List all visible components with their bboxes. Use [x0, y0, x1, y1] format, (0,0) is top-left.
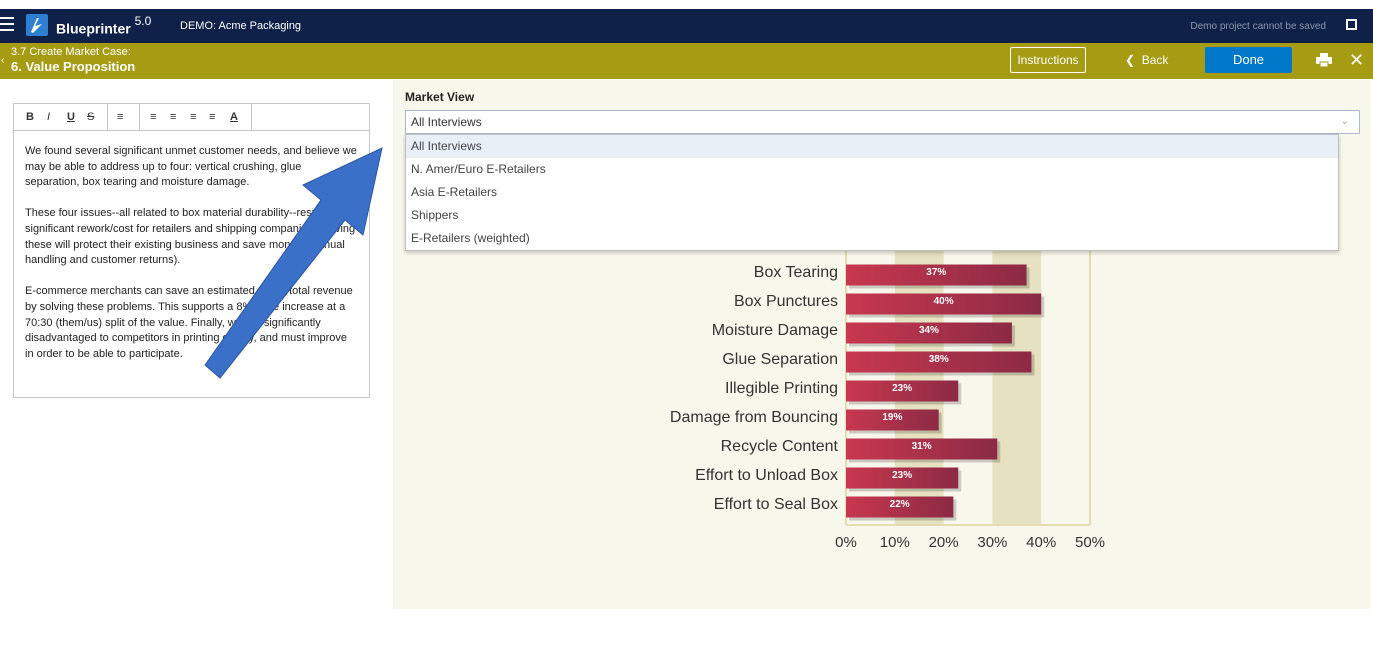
project-name: DEMO: Acme Packaging	[180, 20, 302, 32]
paragraph: We found several significant unmet custo…	[25, 145, 357, 189]
menu-icon[interactable]	[0, 17, 14, 33]
x-tick-label: 0%	[835, 534, 857, 551]
chevron-down-icon: ⌄	[1340, 116, 1349, 127]
data-label: 40%	[934, 296, 954, 307]
market-view-dropdown[interactable]: All Interviews N. Amer/Euro E-Retailers …	[405, 134, 1339, 251]
data-label: 23%	[892, 383, 912, 394]
category-label: Box Tearing	[754, 264, 838, 281]
bar	[846, 409, 939, 431]
x-tick-label: 40%	[1026, 534, 1056, 551]
market-view-label: Market View	[405, 90, 475, 104]
demo-note: Demo project cannot be saved	[1190, 21, 1326, 32]
bullet-list-icon[interactable]: ≡	[150, 111, 157, 123]
back-button[interactable]: ❮ Back	[1125, 47, 1185, 73]
dropdown-option[interactable]: Asia E-Retailers	[411, 185, 498, 199]
text-color-icon[interactable]: A	[230, 111, 238, 123]
category-label: Effort to Unload Box	[695, 467, 838, 484]
numbered-list-icon[interactable]: ≡	[170, 111, 177, 123]
align-left-icon[interactable]: ≡	[117, 111, 124, 123]
data-label: 34%	[919, 325, 939, 336]
dropdown-option[interactable]: Shippers	[411, 208, 459, 222]
underline-button[interactable]: U	[67, 111, 75, 123]
toolbar-divider	[251, 104, 252, 130]
bar	[846, 264, 1027, 286]
chevron-left-icon: ❮	[1125, 53, 1142, 67]
bar	[846, 351, 1032, 373]
bar	[846, 438, 998, 460]
done-button[interactable]: Done	[1205, 47, 1292, 73]
editor-toolbar: B I U S ≡ ≡ ≡ ≡ ≡ A	[14, 104, 369, 131]
dropdown-option[interactable]: E-Retailers (weighted)	[411, 231, 530, 245]
bar-chart: Box Tearing 37% Box Punctures 40% Moisture D…	[670, 250, 1105, 551]
breadcrumb: 3.7 Create Market Case:	[11, 46, 131, 58]
toolbar-divider	[139, 104, 140, 130]
x-tick-label: 20%	[929, 534, 959, 551]
category-label: Damage from Bouncing	[670, 409, 838, 426]
category-label: Effort to Seal Box	[714, 496, 838, 513]
x-tick-label: 30%	[977, 534, 1007, 551]
chevron-left-icon[interactable]: ‹	[1, 55, 5, 66]
data-label: 22%	[890, 499, 910, 510]
callout-arrow	[204, 147, 383, 379]
instructions-button[interactable]: Instructions	[1010, 47, 1086, 73]
italic-button[interactable]: I	[47, 111, 51, 123]
selected-value: All Interviews	[411, 115, 482, 129]
x-tick-label: 10%	[880, 534, 910, 551]
page-title: 6. Value Proposition	[11, 59, 136, 74]
dropdown-option[interactable]: N. Amer/Euro E-Retailers	[411, 162, 546, 176]
brand-name: Blueprinter 5.0	[56, 14, 152, 37]
close-icon[interactable]: ✕	[1349, 50, 1365, 70]
shaded-band	[992, 250, 1042, 525]
category-label: Glue Separation	[722, 351, 838, 368]
data-label: 19%	[882, 412, 902, 423]
editor-content[interactable]: We found several significant unmet custo…	[14, 131, 369, 362]
category-label: Recycle Content	[721, 438, 839, 455]
data-label: 37%	[926, 267, 946, 278]
category-label: Illegible Printing	[725, 380, 838, 397]
dropdown-option[interactable]: All Interviews	[406, 135, 1338, 158]
indent-icon[interactable]: ≡	[209, 111, 216, 123]
data-label: 31%	[912, 441, 932, 452]
strikethrough-button[interactable]: S	[87, 111, 95, 123]
paragraph: These four issues--all related to box ma…	[25, 207, 356, 267]
bar	[846, 293, 1042, 315]
back-label: Back	[1141, 53, 1169, 67]
bar	[846, 380, 959, 402]
bar	[846, 496, 954, 518]
data-label: 38%	[929, 354, 949, 365]
top-strip	[0, 0, 1373, 9]
market-view-select[interactable]: All Interviews ⌄	[405, 110, 1360, 134]
bar	[846, 322, 1012, 344]
app-header: Blueprinter 5.0 DEMO: Acme Packaging Dem…	[0, 9, 1373, 43]
data-label: 23%	[892, 470, 912, 481]
category-label: Moisture Damage	[712, 322, 838, 339]
step-header: ‹ 3.7 Create Market Case: 6. Value Propo…	[0, 43, 1373, 79]
expand-icon[interactable]	[1346, 19, 1357, 30]
outdent-icon[interactable]: ≡	[190, 111, 197, 123]
blueprinter-logo	[26, 14, 48, 36]
bold-button[interactable]: B	[26, 111, 34, 123]
x-tick-label: 50%	[1075, 534, 1105, 551]
print-icon[interactable]	[1316, 53, 1332, 67]
category-label: Box Punctures	[734, 293, 838, 310]
toolbar-divider	[107, 104, 108, 130]
bar	[846, 467, 959, 489]
